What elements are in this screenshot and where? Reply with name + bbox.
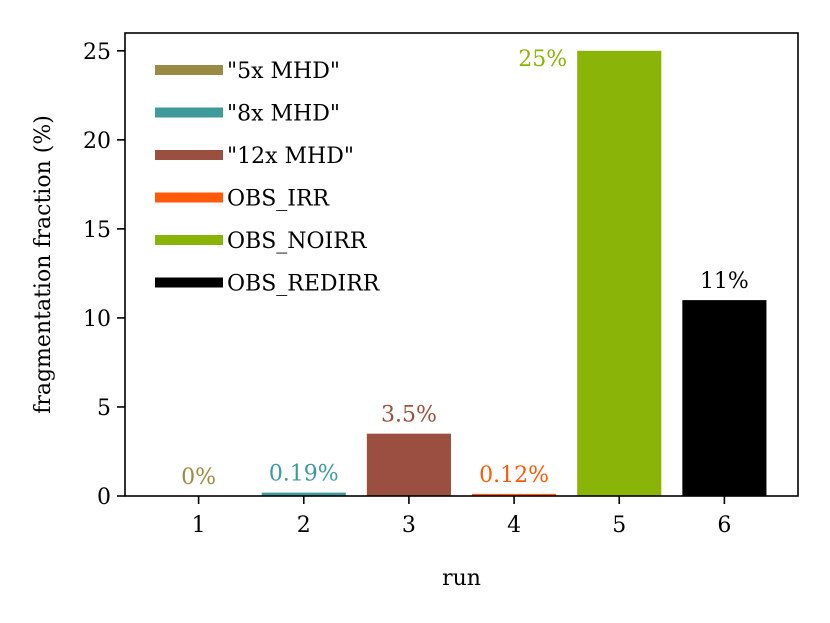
y-tick-label: 5 — [97, 396, 111, 421]
bars-layer — [156, 50, 767, 497]
bar-12x-mhd — [366, 433, 451, 496]
x-tick-label: 5 — [612, 513, 626, 538]
y-axis: 0 5 10 15 20 25 — [83, 40, 125, 510]
legend-swatch-obs-redirr — [155, 277, 223, 288]
legend-swatch-obs-irr — [155, 192, 223, 203]
data-labels-layer: 0% 0.19% 3.5% 0.12% 25% 11% — [181, 47, 749, 490]
data-label-obs-irr: 0.12% — [479, 463, 549, 488]
data-label-12x-mhd: 3.5% — [381, 403, 437, 428]
y-tick-label: 10 — [83, 307, 111, 332]
legend-label-obs-redirr: OBS_REDIRR — [227, 272, 381, 297]
legend-swatch-12x-mhd — [155, 150, 223, 160]
legend-label-obs-irr: OBS_IRR — [227, 187, 331, 212]
x-tick-label: 1 — [192, 513, 206, 538]
x-axis: 1 2 3 4 5 6 — [192, 496, 731, 538]
data-label-obs-redirr: 11% — [700, 269, 749, 294]
y-tick-label: 20 — [83, 129, 111, 154]
legend-label-12x-mhd: "12x MHD" — [227, 144, 354, 169]
legend: "5x MHD" "8x MHD" "12x MHD" OBS_IRR OBS_NOIR… — [155, 59, 381, 297]
y-tick-label: 15 — [83, 218, 111, 243]
legend-label-8x-mhd: "8x MHD" — [227, 102, 340, 127]
bar-obs-noirr — [577, 50, 662, 497]
legend-swatch-8x-mhd — [155, 107, 223, 118]
data-label-5x-mhd: 0% — [181, 465, 216, 490]
y-tick-label: 0 — [97, 485, 111, 510]
bar-obs-irr — [472, 493, 557, 496]
bar-8x-mhd — [261, 492, 346, 496]
x-tick-label: 6 — [717, 513, 731, 538]
y-axis-label: fragmentation fraction (%) — [31, 115, 56, 414]
x-tick-label: 4 — [507, 513, 521, 538]
x-tick-label: 3 — [402, 513, 416, 538]
legend-swatch-obs-noirr — [155, 235, 223, 245]
x-tick-label: 2 — [297, 513, 311, 538]
legend-label-obs-noirr: OBS_NOIRR — [227, 229, 368, 254]
plot-frame — [124, 32, 799, 497]
data-label-obs-noirr: 25% — [518, 47, 567, 72]
bar-obs-redirr — [682, 300, 767, 496]
legend-swatch-5x-mhd — [155, 65, 223, 75]
data-label-8x-mhd: 0.19% — [269, 462, 339, 487]
y-tick-label: 25 — [83, 40, 111, 65]
x-axis-label: run — [442, 566, 481, 591]
legend-label-5x-mhd: "5x MHD" — [227, 59, 340, 84]
